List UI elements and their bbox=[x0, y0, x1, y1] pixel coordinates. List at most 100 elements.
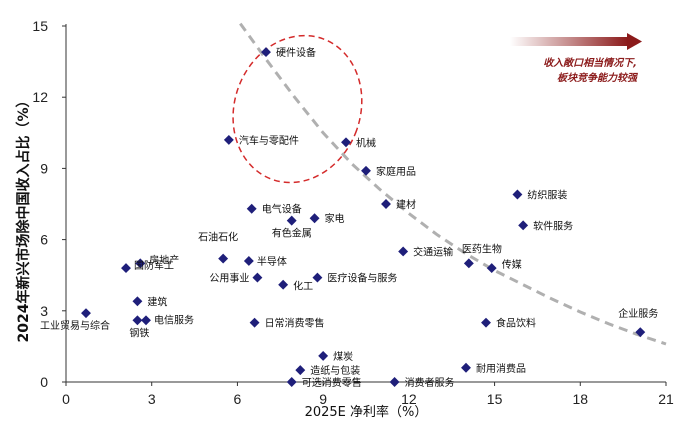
point-label: 钢铁 bbox=[129, 326, 149, 339]
y-tick-label: 15 bbox=[32, 18, 48, 34]
point-label: 国防军工 bbox=[134, 259, 174, 272]
data-point: 传媒 bbox=[486, 259, 522, 274]
y-tick-label: 12 bbox=[32, 89, 48, 105]
data-point: 建材 bbox=[381, 198, 416, 211]
arrow-head bbox=[627, 33, 642, 50]
point-marker bbox=[318, 350, 329, 361]
x-tick-label: 18 bbox=[572, 391, 588, 407]
point-marker bbox=[361, 165, 371, 176]
data-point: 国防军工 bbox=[121, 259, 174, 274]
y-tick-label: 6 bbox=[40, 232, 48, 248]
data-point: 家庭用品 bbox=[361, 165, 416, 178]
point-label: 工业贸易与综合 bbox=[40, 319, 110, 332]
point-marker bbox=[389, 377, 400, 387]
x-tick-label: 3 bbox=[148, 391, 156, 407]
x-tick-label: 12 bbox=[401, 391, 417, 407]
point-marker bbox=[398, 246, 409, 257]
point-marker bbox=[81, 308, 91, 319]
data-point: 日常消费零售 bbox=[249, 317, 325, 330]
point-marker bbox=[481, 317, 491, 328]
point-label: 公用事业 bbox=[209, 272, 249, 285]
point-marker bbox=[463, 258, 474, 269]
data-point: 煤炭 bbox=[318, 350, 353, 363]
point-marker bbox=[309, 213, 320, 224]
point-label: 耐用消费品 bbox=[476, 362, 526, 375]
x-tick-label: 6 bbox=[234, 391, 242, 407]
x-tick-label: 21 bbox=[658, 391, 674, 407]
y-tick-label: 3 bbox=[40, 303, 48, 319]
point-label: 半导体 bbox=[257, 255, 287, 268]
point-label: 传媒 bbox=[502, 259, 522, 271]
point-label: 化工 bbox=[293, 280, 313, 293]
point-label: 软件服务 bbox=[533, 219, 573, 232]
data-point: 纺织服装 bbox=[512, 189, 567, 202]
point-label: 交通运输 bbox=[413, 245, 453, 258]
data-point: 医药生物 bbox=[462, 242, 502, 269]
x-axis-title: 2025E 净利率（%） bbox=[305, 404, 428, 420]
point-label: 医药生物 bbox=[462, 242, 502, 255]
point-marker bbox=[135, 258, 146, 269]
point-marker bbox=[223, 134, 234, 145]
point-label: 日常消费零售 bbox=[265, 317, 325, 330]
data-point: 电信服务 bbox=[141, 313, 194, 326]
point-marker bbox=[246, 203, 257, 214]
point-marker bbox=[218, 253, 229, 264]
data-point: 机械 bbox=[341, 136, 376, 149]
point-label: 房地产 bbox=[149, 253, 179, 266]
point-label: 建材 bbox=[396, 198, 416, 211]
point-label: 家电 bbox=[325, 212, 345, 225]
point-label: 有色金属 bbox=[272, 227, 312, 240]
point-marker bbox=[295, 365, 306, 376]
data-point: 化工 bbox=[278, 280, 313, 293]
x-tick-label: 15 bbox=[487, 391, 503, 407]
point-label: 汽车与零配件 bbox=[239, 134, 299, 147]
trend-line bbox=[239, 22, 667, 346]
data-point: 耐用消费品 bbox=[461, 362, 526, 375]
y-tick-label: 9 bbox=[40, 160, 48, 176]
data-point: 交通运输 bbox=[398, 245, 453, 258]
data-point: 房地产 bbox=[135, 253, 179, 269]
data-point: 电气设备 bbox=[246, 203, 302, 216]
point-marker bbox=[381, 199, 391, 209]
point-label: 可选消费零售 bbox=[302, 376, 362, 389]
axes: 0 3 6 9 12 15 18 21 0 3 6 9 12 15 bbox=[32, 18, 674, 407]
data-point: 石油石化 bbox=[198, 231, 238, 264]
point-marker bbox=[518, 220, 529, 231]
data-point: 家电 bbox=[309, 212, 345, 225]
point-marker bbox=[341, 137, 351, 148]
point-label: 石油石化 bbox=[198, 231, 238, 244]
point-label: 纺织服装 bbox=[527, 189, 567, 202]
data-point: 食品饮料 bbox=[481, 317, 536, 330]
point-label: 医疗设备与服务 bbox=[327, 272, 397, 285]
y-axis-title: 2024年新兴市场除中国收入占比（%） bbox=[15, 94, 32, 343]
point-label: 食品饮料 bbox=[496, 317, 536, 330]
point-marker bbox=[635, 327, 646, 338]
point-marker bbox=[278, 279, 289, 290]
point-marker bbox=[252, 272, 263, 283]
data-point: 医疗设备与服务 bbox=[312, 272, 397, 285]
point-label: 建筑 bbox=[147, 295, 167, 308]
point-marker bbox=[461, 362, 471, 373]
x-tick-label: 0 bbox=[62, 391, 70, 407]
data-point: 钢铁 bbox=[129, 315, 149, 339]
data-point: 造纸与包装 bbox=[295, 364, 360, 377]
data-point: 软件服务 bbox=[518, 219, 573, 232]
point-marker bbox=[141, 315, 151, 326]
data-point: 建筑 bbox=[132, 295, 167, 308]
data-point: 企业服务 bbox=[618, 307, 658, 338]
point-label: 造纸与包装 bbox=[310, 364, 360, 377]
point-marker bbox=[486, 263, 497, 274]
point-marker bbox=[132, 315, 143, 326]
point-label: 家庭用品 bbox=[376, 165, 416, 178]
point-label: 电信服务 bbox=[154, 313, 194, 326]
data-point: 消费者服务 bbox=[389, 376, 455, 389]
highlight-ellipse bbox=[232, 34, 363, 184]
data-point: 半导体 bbox=[243, 255, 287, 268]
trend-curve bbox=[239, 22, 667, 346]
point-marker bbox=[121, 263, 131, 274]
arrow-shaft bbox=[510, 37, 628, 46]
point-marker bbox=[512, 189, 523, 200]
point-marker bbox=[243, 256, 254, 266]
